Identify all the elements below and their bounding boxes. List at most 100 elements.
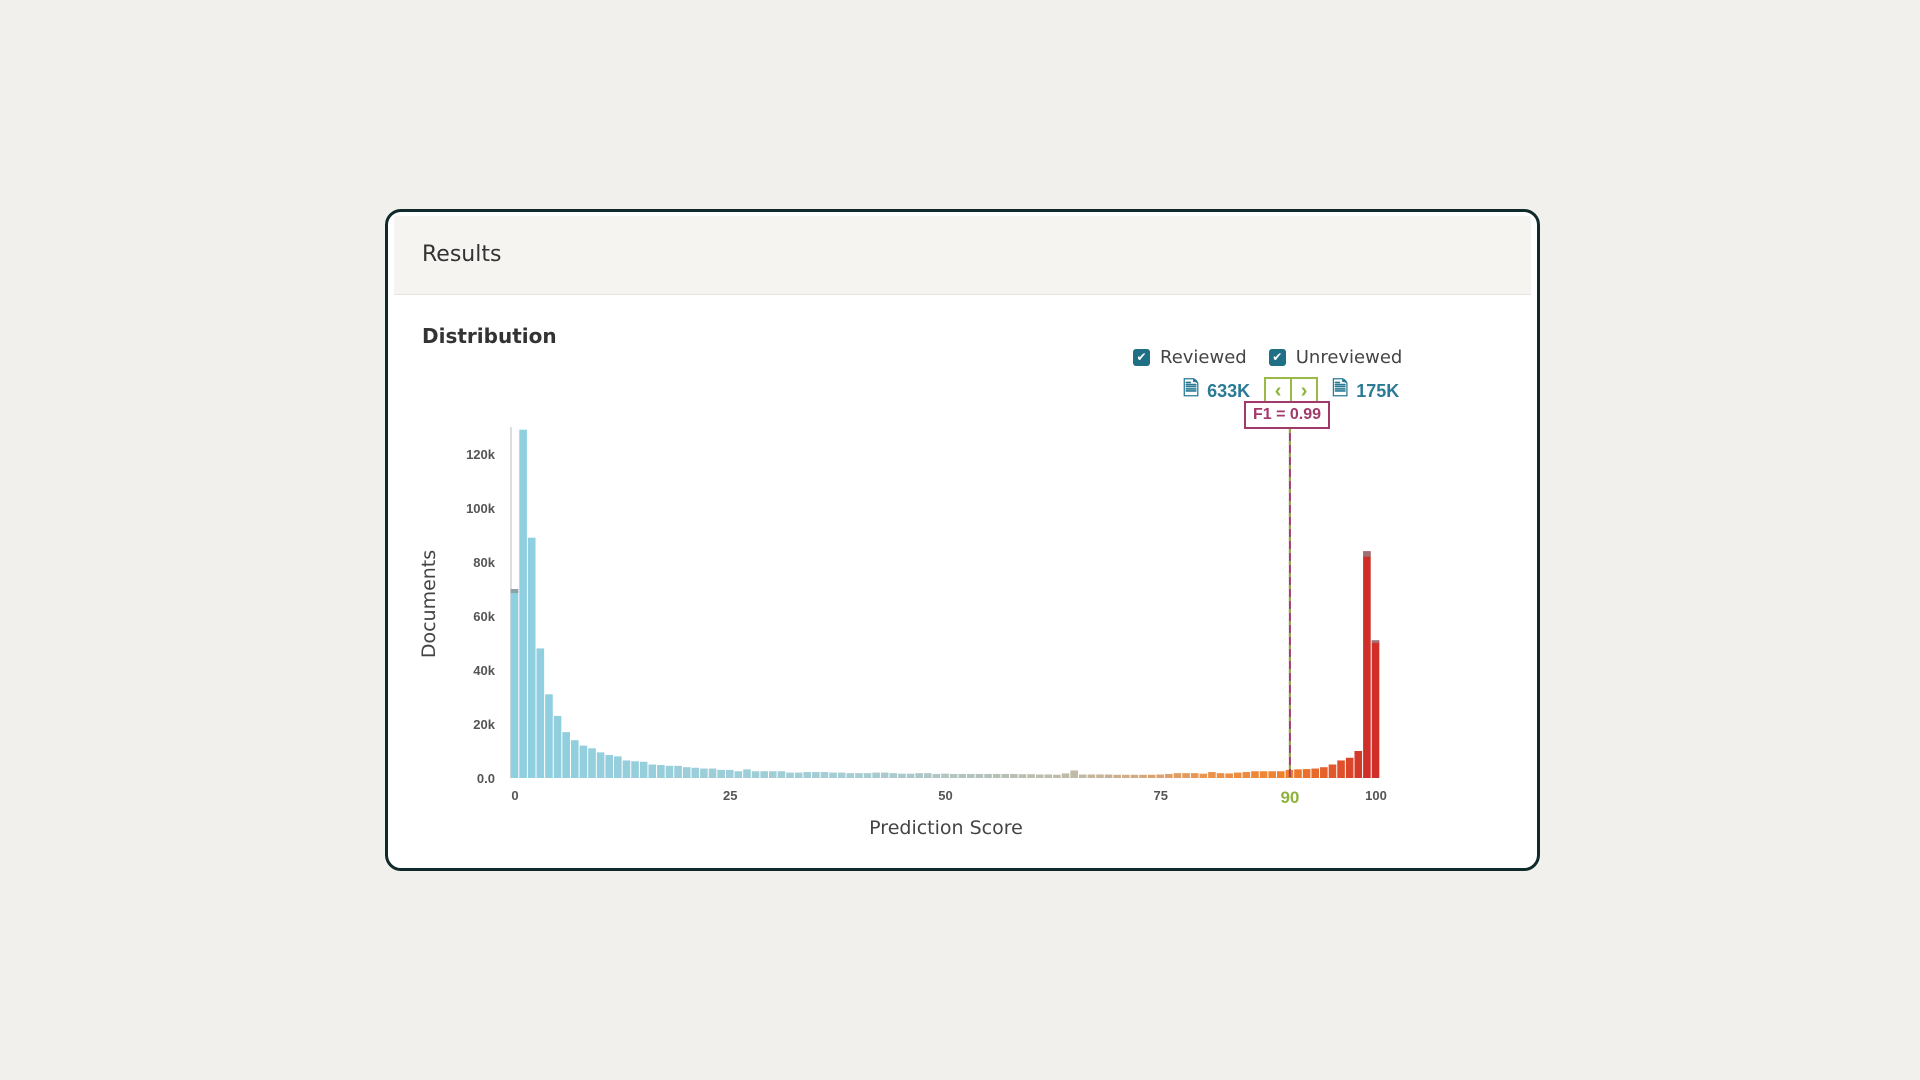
x-tick-label: 50 <box>938 788 952 803</box>
bar <box>579 745 588 778</box>
x-tick-label: 100 <box>1365 788 1387 803</box>
y-tick-label: 20k <box>473 717 495 732</box>
bar <box>812 772 820 778</box>
bar <box>605 755 614 778</box>
bar <box>519 429 527 778</box>
document-search-icon[interactable]: 🗎 <box>1332 378 1349 400</box>
bar <box>1371 640 1380 778</box>
bar <box>906 773 915 778</box>
y-tick-label: 100k <box>466 501 496 516</box>
bar <box>570 740 579 778</box>
results-card: Results Distribution 0.0 20k 40k 60k 80k 100k… <box>385 209 1540 871</box>
bar <box>1173 773 1182 778</box>
bar <box>751 771 760 778</box>
checkbox-checked-icon[interactable]: ✔ <box>1133 349 1150 366</box>
bar <box>1208 772 1216 778</box>
bar <box>1268 771 1276 778</box>
bar <box>1027 774 1035 778</box>
x-tick-label: 0 <box>511 788 518 803</box>
reviewed-toggle[interactable]: ✔ Reviewed <box>1133 347 1247 368</box>
bar <box>536 648 545 778</box>
bar <box>1354 751 1363 778</box>
bar <box>1320 767 1328 778</box>
bar <box>743 769 751 778</box>
bar <box>898 773 906 778</box>
bar <box>855 773 863 778</box>
reviewed-bar <box>1371 640 1380 643</box>
legend: ✔ Reviewed ✔ Unreviewed <box>1133 347 1402 368</box>
bar <box>1122 774 1130 778</box>
bar <box>657 765 665 778</box>
bar <box>1053 774 1061 778</box>
bar <box>1096 774 1104 778</box>
bar <box>880 772 889 778</box>
bar <box>665 765 674 778</box>
bar <box>958 773 967 778</box>
bar <box>708 768 717 778</box>
chevron-right-icon[interactable]: › <box>1290 379 1316 403</box>
bar <box>682 767 691 778</box>
bar <box>1276 771 1285 778</box>
bar <box>631 761 639 778</box>
y-tick-label: 0.0 <box>477 771 495 786</box>
bar <box>1328 764 1337 778</box>
bar <box>1345 757 1354 778</box>
bar <box>614 756 622 778</box>
bar <box>1010 773 1018 778</box>
bar <box>1165 773 1173 778</box>
card-header <box>394 216 1531 295</box>
bar <box>1104 774 1113 778</box>
bar <box>1311 768 1320 778</box>
bar <box>1018 774 1027 778</box>
bar <box>588 748 596 778</box>
bar <box>622 760 631 778</box>
bar <box>553 715 562 778</box>
bar <box>1251 771 1259 778</box>
section-title: Distribution <box>422 324 557 348</box>
bar <box>923 773 932 778</box>
x-tick-label: 75 <box>1154 788 1168 803</box>
bar <box>648 764 657 778</box>
bar <box>1070 770 1078 778</box>
bar <box>1035 774 1044 778</box>
x-tick-label: 25 <box>723 788 737 803</box>
y-tick-label: 120k <box>466 447 496 462</box>
bar <box>562 732 570 778</box>
y-tick-label: 60k <box>473 609 495 624</box>
reviewed-label: Reviewed <box>1160 347 1247 368</box>
below-count[interactable]: 633K <box>1207 380 1251 401</box>
bar <box>1190 773 1199 778</box>
above-count[interactable]: 175K <box>1356 380 1400 401</box>
bar <box>1113 774 1122 778</box>
bar <box>768 771 777 778</box>
bar <box>725 769 734 778</box>
bar <box>1337 760 1345 778</box>
distribution-chart: 0.0 20k 40k 60k 80k 100k 120k 0 25 50 75 90 100 Predi… <box>418 427 1387 839</box>
bar <box>941 773 949 778</box>
y-tick-label: 40k <box>473 663 495 678</box>
reviewed-bar <box>1363 551 1371 557</box>
f1-label[interactable]: F1 = 0.99 <box>1244 401 1330 429</box>
bar <box>1147 774 1156 778</box>
bar <box>1216 773 1225 778</box>
bar <box>949 773 958 778</box>
bar <box>691 767 700 778</box>
bar <box>915 773 923 778</box>
bar <box>777 771 786 778</box>
bar <box>700 768 708 778</box>
bar <box>786 772 794 778</box>
bar <box>1242 772 1251 778</box>
bar <box>1199 773 1208 778</box>
chevron-left-icon[interactable]: ‹ <box>1274 380 1282 402</box>
bar <box>1078 774 1087 778</box>
bar <box>1302 769 1311 778</box>
bar <box>1130 774 1139 778</box>
document-search-icon[interactable]: 🗎 <box>1183 378 1200 400</box>
unreviewed-toggle[interactable]: ✔ Unreviewed <box>1268 347 1402 368</box>
checkbox-checked-icon[interactable]: ✔ <box>1268 349 1286 366</box>
bar <box>863 773 872 778</box>
bar <box>1156 774 1165 778</box>
bar <box>829 772 837 778</box>
bar <box>1061 773 1070 778</box>
bar <box>1044 774 1053 778</box>
